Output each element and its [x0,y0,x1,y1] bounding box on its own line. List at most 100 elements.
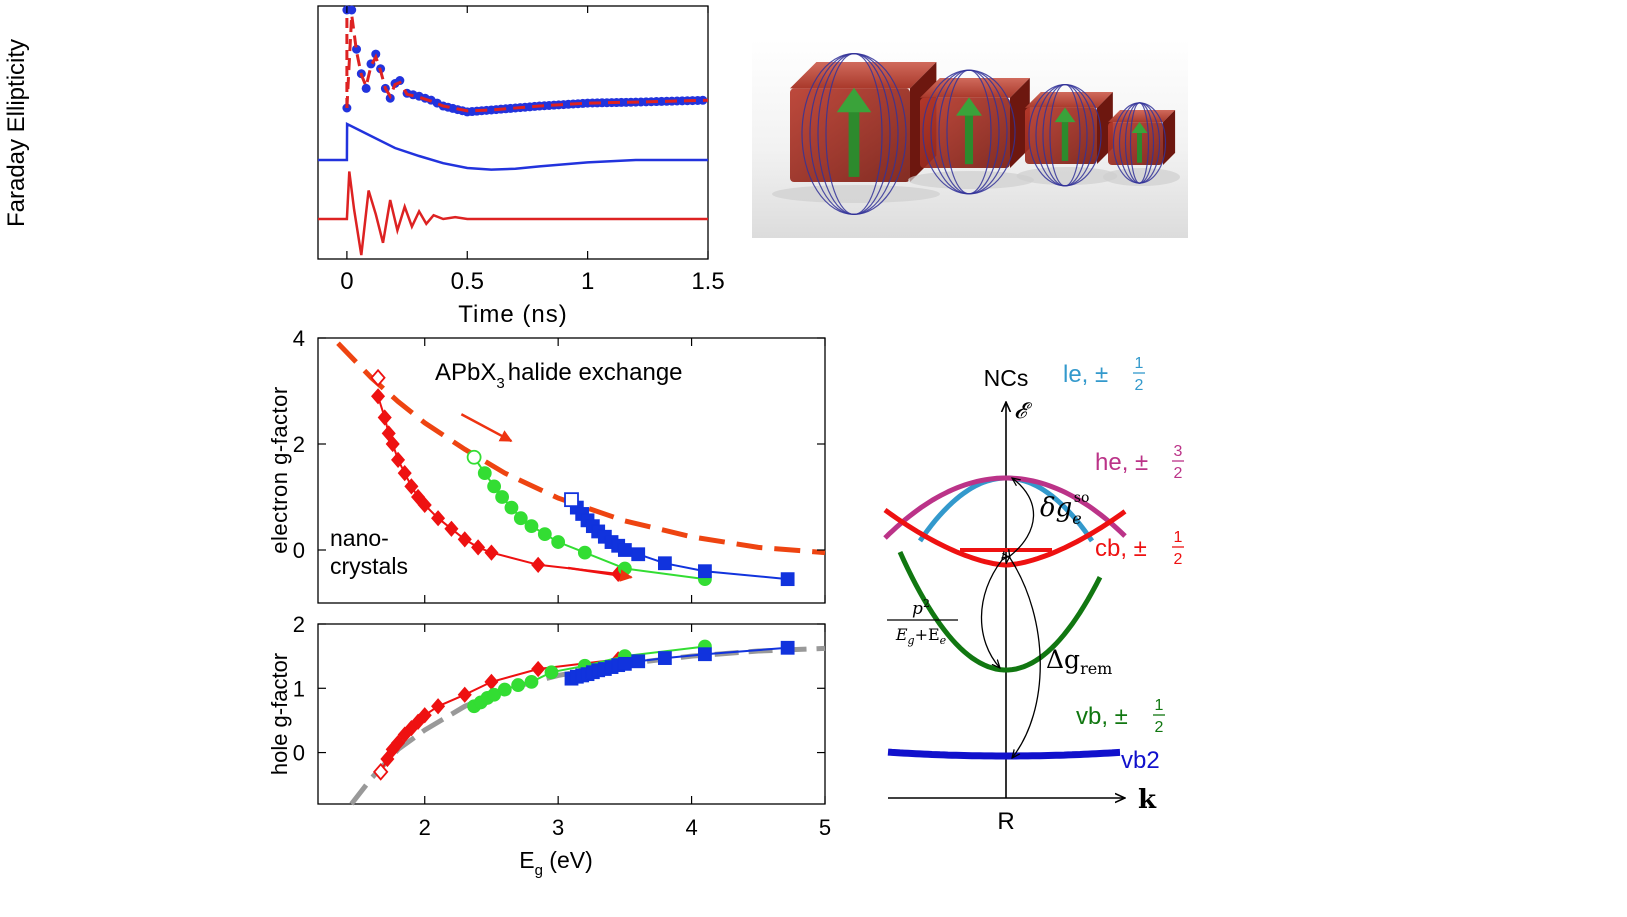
ncs-label: NCs [984,365,1029,391]
svg-text:2: 2 [1155,719,1164,736]
electron-circle-point [537,527,552,541]
electron-diamond-point [404,478,419,495]
spin-arrow-shaft [1137,132,1142,163]
electron-circle-point [577,545,592,560]
hole-x-tick-label: 3 [552,815,564,840]
electron-diamond-point [431,510,446,527]
hole-x-tick-label: 4 [685,815,697,840]
cube-side-face [1010,78,1030,168]
annotation-apbx3: APbX3 halide exchange [435,359,683,392]
hole-square-point [657,651,672,665]
hole-diamond-point [417,707,432,724]
nanocrystal-cube [908,69,1034,195]
band-diagram: k R NCs 𝓔 le, ± 1 2 he, ± 3 2 cb, ± 1 [883,355,1184,835]
nanocrystal-cube [1016,83,1118,187]
faraday-data-point [352,44,362,54]
le-fraction: 1 2 [1133,355,1145,394]
hole-series-group [349,639,826,806]
field-line [1129,102,1150,184]
svg-text:p2: p2 [912,597,930,619]
electron-diamond-point [385,435,400,453]
cb-fraction: 1 2 [1172,529,1184,568]
hole-circle-point [524,674,539,689]
faraday-x-ticks: 0 0.5 1 1.5 [340,6,725,295]
electron-open-marker [564,492,579,508]
delta-g-rem-label: Δgrem [1046,645,1112,678]
electron-diamond-point [484,544,499,561]
k-axis-label: k [1138,785,1157,815]
cube-shadow [772,185,940,203]
hole-g-panel: 0 1 2 2 3 4 5 hole g-factor Eg (eV) [267,612,831,879]
cube-top-face [1108,110,1176,123]
cube-top-face [920,78,1030,98]
cube-side-face [1163,110,1176,165]
hole-x-axis-label: Eg (eV) [519,847,593,879]
svg-text:2: 2 [1135,377,1144,394]
annotation-nano: nano- [330,525,389,551]
faraday-x-tick-label: 1.5 [691,268,724,295]
hole-diamond-point [484,673,499,690]
annotation-crystals: crystals [330,553,408,579]
hole-square-point [617,656,632,671]
hole-ticks: 0 1 2 2 3 4 5 [293,612,831,840]
cb-label: cb, ± [1095,535,1147,562]
electron-y-axis-label: electron g-factor [267,386,292,553]
hole-y-tick-label: 2 [293,612,305,637]
hole-diamond-point [431,698,446,715]
spin-arrow-head [1054,107,1076,123]
hole-square-point [698,647,712,662]
electron-diamond-point [471,539,486,556]
svg-text:1: 1 [1155,697,1164,714]
r-point-label: R [997,808,1014,835]
cube-front-face [1108,122,1163,165]
he-fraction: 3 2 [1172,443,1184,482]
band-he [883,475,1127,540]
rem-coupling-arrow [1010,558,1041,758]
vb-label: vb, ± [1076,703,1128,730]
hole-circle-point [544,665,559,680]
electron-circle-point [524,519,539,534]
nanocrystal-illustration [752,40,1188,238]
electron-dashed-trend-line [336,341,826,556]
electron-diamond-point [444,520,459,537]
hole-x-tick-label: 5 [819,815,831,840]
electron-circle-point [477,466,492,481]
svg-text:Eg+Ee: Eg+Ee [895,625,947,647]
energy-symbol: 𝓔 [1014,399,1033,424]
faraday-x-axis-label: Time (ns) [458,301,567,328]
electron-square-point [657,556,672,571]
field-line [1049,83,1081,187]
faraday-x-tick-label: 0.5 [451,268,484,295]
svg-text:2: 2 [1174,465,1183,482]
electron-open-marker [370,368,386,387]
band-vb2 [887,748,1121,760]
faraday-series-group [318,5,709,256]
field-line [946,69,992,195]
electron-open-marker [466,449,482,465]
faraday-oscillating-component-line [318,171,708,256]
electron-y-tick-label: 4 [293,326,305,351]
electron-circle-point [551,535,566,549]
electron-circle-point [504,500,519,515]
so-coupling-arrow [1010,478,1035,556]
hole-diamond-point [531,660,546,678]
hole-diamond-point [391,734,406,752]
svg-text:3: 3 [1174,443,1183,460]
faraday-x-tick-label: 1 [581,268,594,295]
spin-arrow-shaft [848,110,860,177]
electron-circle-point [617,561,632,576]
cube-shadow [908,171,1034,189]
electron-square-point [698,564,712,579]
electron-square-point [780,572,795,587]
faraday-data-point [698,95,708,105]
svg-text:1: 1 [1135,355,1144,372]
hole-open-marker [373,762,389,781]
svg-text:1: 1 [1174,529,1183,546]
faraday-panel: 0 0.5 1 1.5 Faraday Ellipticity Time (ns) [3,5,725,328]
electron-square-point [631,547,646,562]
electron-circle-point [487,479,502,494]
spin-arrow-shaft [1061,121,1069,161]
electron-diamond-point [371,388,386,405]
spin-arrow-head [956,97,982,116]
